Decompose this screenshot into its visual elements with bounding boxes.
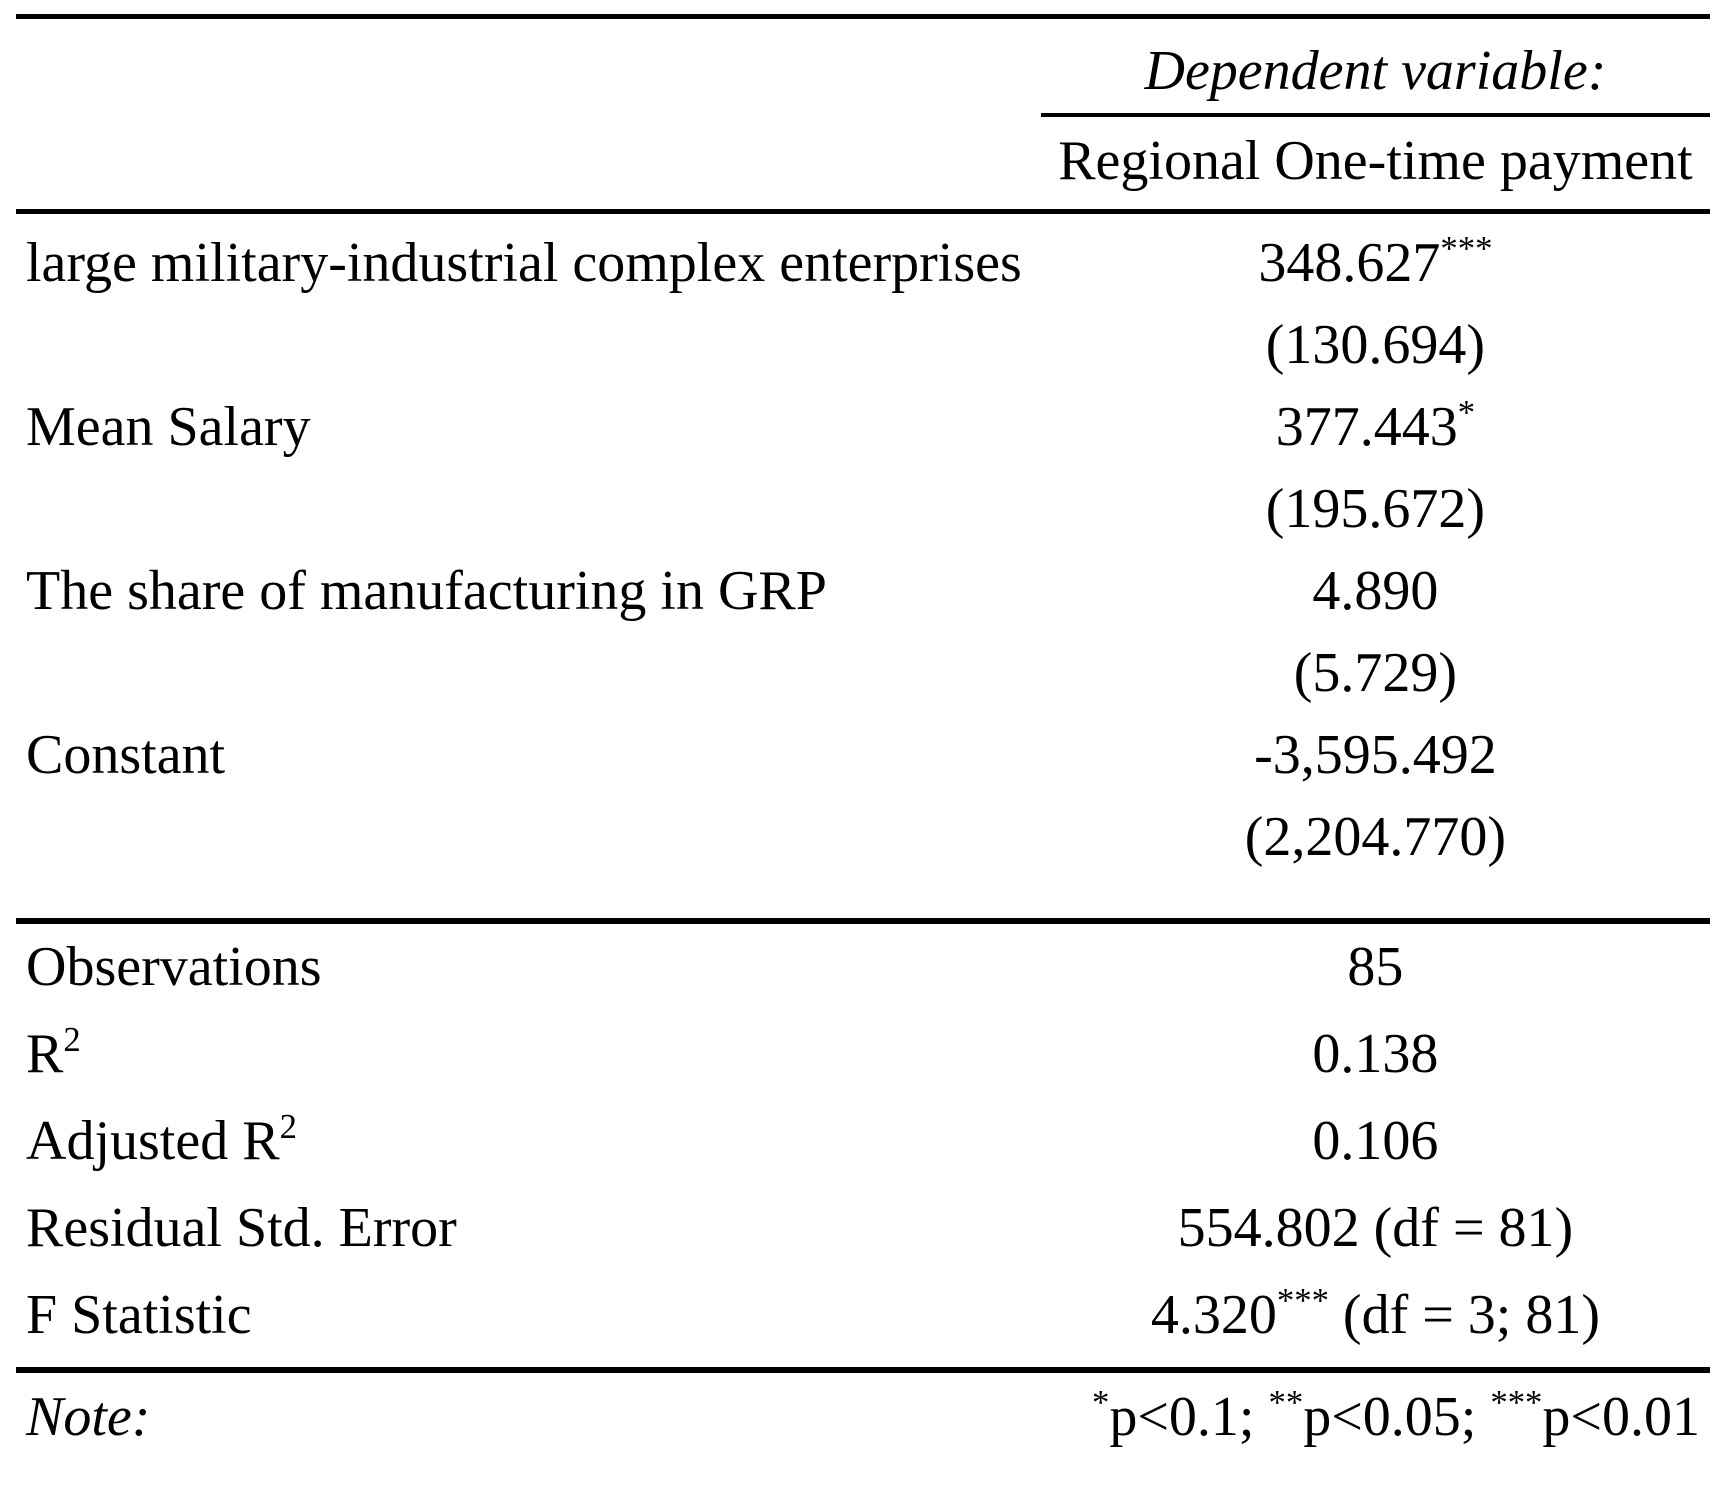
coefficient-row-manufacturing-share: The share of manufacturing in GRP 4.890	[16, 550, 1710, 632]
three-stars-threshold: p<0.01	[1542, 1386, 1700, 1448]
stat-value: 0.106	[1312, 1110, 1439, 1172]
coefficient-row-mean-salary: Mean Salary 377.443*	[16, 386, 1710, 468]
note-row: Note: *p<0.1; **p<0.05; ***p<0.01	[16, 1370, 1710, 1475]
dependent-variable-header-row: Dependent variable:	[16, 16, 1710, 117]
std-error-row-manufacturing-share: (5.729)	[16, 632, 1710, 714]
std-error-value: (195.672)	[1265, 478, 1486, 540]
stat-value: 4.320*** (df = 3; 81)	[1040, 1272, 1710, 1373]
note-label: Note:	[26, 1386, 151, 1448]
std-error-value: (130.694)	[1265, 314, 1486, 376]
stat-label: Observations	[26, 936, 322, 998]
coefficient-row-constant: Constant -3,595.492	[16, 714, 1710, 796]
dependent-variable-label: Dependent variable:	[1040, 16, 1710, 117]
one-star-threshold: p<0.1;	[1109, 1386, 1269, 1448]
coefficient-value: 4.890	[1041, 550, 1710, 632]
two-stars: **	[1268, 1383, 1304, 1423]
std-error-value: (2,204.770)	[1040, 796, 1710, 924]
superscript-two: 2	[279, 1107, 297, 1147]
stat-label-text: R	[26, 1023, 64, 1085]
dependent-variable-name: Regional One-time payment	[1040, 115, 1710, 214]
empty-cell	[16, 632, 1041, 714]
stat-value: 554.802 (df = 81)	[1177, 1197, 1574, 1259]
variable-label: The share of manufacturing in GRP	[26, 560, 827, 622]
f-statistic-df: (df = 3; 81)	[1328, 1284, 1601, 1346]
stat-label: F Statistic	[16, 1272, 1041, 1373]
significance-stars: ***	[1276, 1281, 1329, 1321]
empty-cell	[16, 304, 1041, 386]
empty-cell	[16, 468, 1041, 550]
stat-value: 85	[1347, 936, 1404, 998]
empty-cell	[16, 115, 1041, 214]
coefficient-row-mic-enterprises: large military-industrial complex enterp…	[16, 212, 1710, 305]
variable-label: Constant	[26, 724, 226, 786]
variable-label: large military-industrial complex enterp…	[26, 232, 1022, 294]
stat-label: Adjusted R2	[16, 1098, 1041, 1185]
superscript-two: 2	[63, 1020, 81, 1060]
one-star: *	[1091, 1383, 1110, 1423]
variable-label: Mean Salary	[26, 396, 311, 458]
empty-cell	[16, 17, 1041, 116]
coefficient-value: -3,595.492	[1041, 714, 1710, 796]
std-error-row-mean-salary: (195.672)	[16, 468, 1710, 550]
estimate-text: 348.627	[1258, 232, 1441, 294]
estimate-text: 4.890	[1312, 560, 1439, 622]
coefficient-value: 348.627***	[1041, 212, 1710, 305]
stat-row-f-statistic: F Statistic 4.320*** (df = 3; 81)	[16, 1272, 1710, 1373]
dependent-variable-name-row: Regional One-time payment	[16, 115, 1710, 214]
estimate-text: -3,595.492	[1254, 724, 1497, 786]
coefficient-value: 377.443*	[1041, 386, 1710, 468]
stat-row-residual-std-error: Residual Std. Error 554.802 (df = 81)	[16, 1185, 1710, 1272]
estimate-text: 377.443	[1275, 396, 1458, 458]
significance-legend: *p<0.1; **p<0.05; ***p<0.01	[1041, 1370, 1710, 1475]
empty-cell	[16, 796, 1041, 924]
regression-table: Dependent variable: Regional One-time pa…	[16, 14, 1710, 1475]
std-error-row-constant: (2,204.770)	[16, 796, 1710, 924]
stat-label: Residual Std. Error	[26, 1197, 457, 1259]
stat-value: 0.138	[1312, 1023, 1439, 1085]
stat-label-text: Adjusted R	[26, 1110, 280, 1172]
stat-row-r-squared: R2 0.138	[16, 1011, 1710, 1098]
two-stars-threshold: p<0.05;	[1303, 1386, 1491, 1448]
significance-stars: ***	[1440, 229, 1493, 269]
std-error-value: (5.729)	[1293, 642, 1458, 704]
stat-row-observations: Observations 85	[16, 921, 1710, 1011]
significance-stars: *	[1457, 393, 1476, 433]
three-stars: ***	[1490, 1383, 1543, 1423]
std-error-row-mic-enterprises: (130.694)	[16, 304, 1710, 386]
stat-label: R2	[16, 1011, 1041, 1098]
f-statistic-text: 4.320	[1150, 1284, 1277, 1346]
stat-row-adjusted-r-squared: Adjusted R2 0.106	[16, 1098, 1710, 1185]
